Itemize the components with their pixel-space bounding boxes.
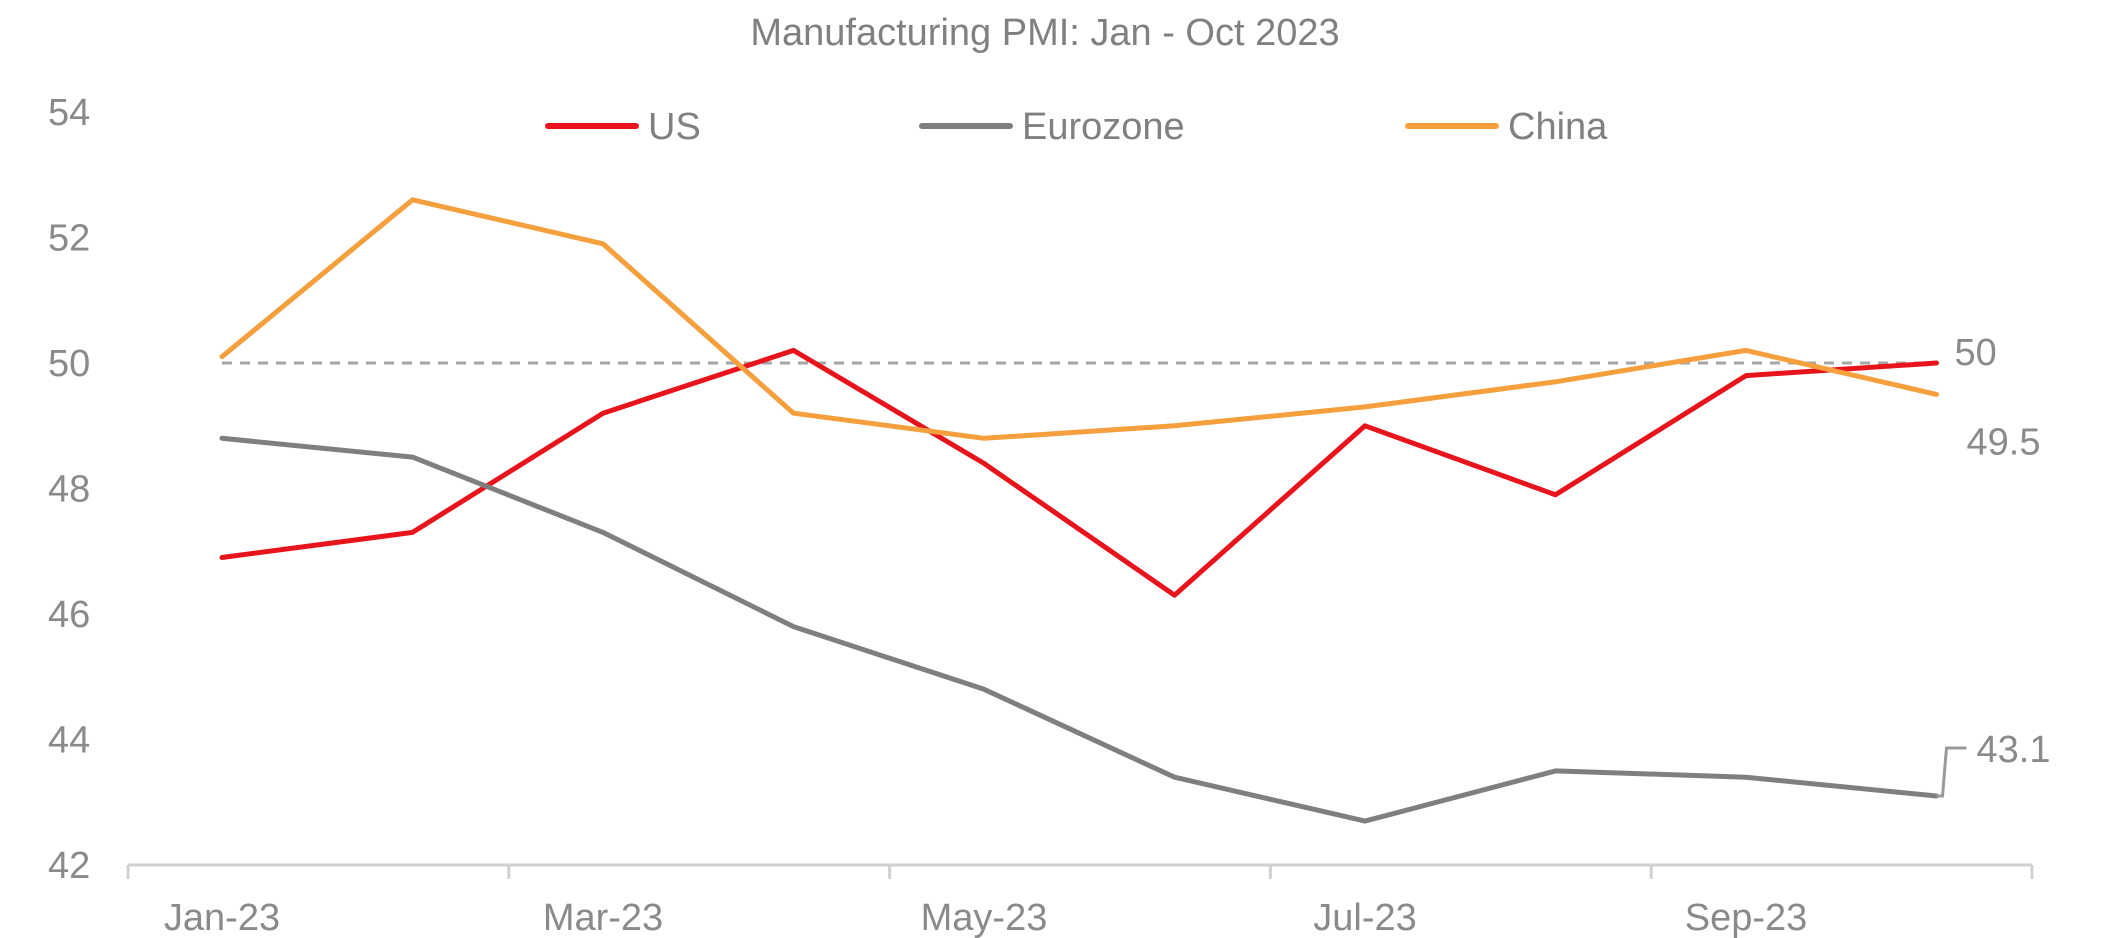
series-lines [219, 197, 1939, 824]
legend: US Eurozone China [545, 106, 1608, 148]
y-tick-label: 46 [48, 594, 90, 636]
legend-label-us: US [648, 106, 701, 148]
annotation-us: 50 [1955, 332, 1997, 374]
y-tick-label: 52 [48, 218, 90, 260]
annotation-china: 49.5 [1967, 421, 2041, 463]
annotation-eurozone: 43.1 [1977, 729, 2051, 771]
y-tick-label: 48 [48, 469, 90, 511]
annotation-leader-eurozone [1936, 746, 1967, 798]
y-tick-label: 54 [48, 92, 90, 134]
series-line-us [219, 347, 1939, 598]
legend-label-eurozone: Eurozone [1022, 106, 1185, 148]
x-axis-ticks: Jan-23 Mar-23 May-23 Jul-23 Sep-23 [126, 865, 2034, 938]
y-tick-label: 44 [48, 720, 90, 762]
legend-label-china: China [1508, 106, 1608, 148]
y-axis-ticks: 42 44 46 48 50 52 54 [48, 92, 90, 887]
x-tick-label: Sep-23 [1685, 897, 1808, 938]
y-tick-label: 42 [48, 845, 90, 887]
annotations: 50 49.5 43.1 [1936, 332, 2051, 798]
series-line-china [219, 197, 1939, 441]
chart-title: Manufacturing PMI: Jan - Oct 2023 [750, 12, 1339, 54]
x-tick-label: Mar-23 [543, 897, 663, 938]
x-tick-label: May-23 [921, 897, 1048, 938]
x-tick-label: Jul-23 [1313, 897, 1417, 938]
x-tick-label: Jan-23 [164, 897, 280, 938]
y-tick-label: 50 [48, 343, 90, 385]
series-line-eurozone [219, 435, 1939, 824]
